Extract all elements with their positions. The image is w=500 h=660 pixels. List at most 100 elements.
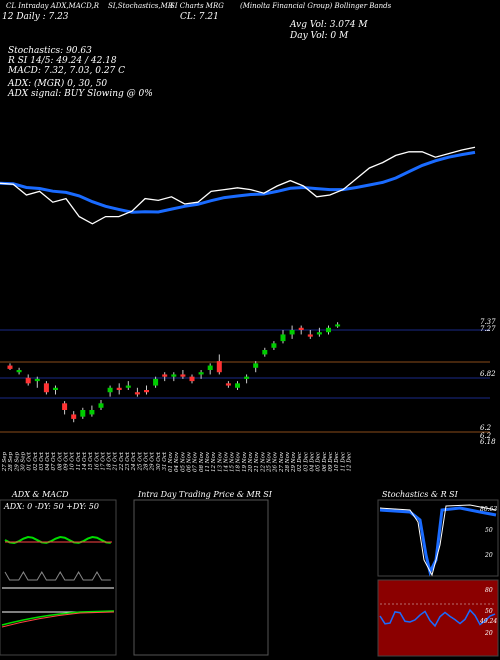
x-axis-tick-label: 04 Dec [310, 452, 316, 472]
x-axis-tick-label: 28 Nov [285, 451, 291, 473]
header-col1: CL Intraday ADX,MACD,R [6, 2, 99, 10]
x-axis-tick-label: 05 Dec [316, 452, 322, 472]
candle-body [198, 372, 204, 375]
x-axis-tick-label: 02 Oct [33, 451, 39, 470]
x-axis-tick-label: 24 Oct [131, 451, 137, 471]
rsi-line [379, 608, 496, 628]
x-axis-tick-label: 04 Oct [45, 451, 51, 470]
candle-body [262, 350, 268, 355]
candle-body [207, 365, 213, 370]
header-col3: SI Charts MRG [170, 2, 224, 10]
rsi-tick-20: 20 [485, 630, 493, 637]
candle-body [216, 361, 222, 373]
rsi-panel-frame [377, 579, 499, 657]
header-col4: (Minolta Financial Group) Bollinger Band… [240, 2, 392, 10]
x-axis-tick-label: 23 Oct [125, 451, 131, 471]
candle-body [116, 387, 122, 390]
candle-body [144, 390, 149, 393]
candle-body [53, 387, 58, 390]
rsi-lines [379, 603, 496, 628]
x-axis-tick-label: 03 Dec [303, 452, 309, 472]
intra-panel-title: Intra Day Trading Price & MR SI [138, 490, 272, 499]
candle-body [80, 410, 86, 417]
stoch-panel-title: Stochastics & R SI [382, 490, 458, 499]
x-axis-tick-label: 28 Oct [143, 451, 149, 471]
x-axis-labels: 27 Sep 28 Sep 29 Sep 30 Sep 01 Oct 02 Oct 03 O… [2, 451, 352, 473]
x-axis-tick-label: 25 Nov [266, 451, 272, 473]
adx-panel-title: ADX & MACD [12, 490, 69, 499]
indicator-adx: ADX: (MGR) 0, 30, 50 [8, 79, 108, 89]
price-label-2: 7.27 [480, 325, 496, 333]
x-axis-tick-label: 29 Oct [150, 451, 156, 471]
candle-body [235, 383, 240, 388]
header-vol-day: Day Vol: 0 M [290, 31, 349, 41]
candle-body [335, 324, 341, 327]
candle-body [289, 330, 295, 335]
price-label-6: 6.18 [480, 438, 496, 446]
candle-body [225, 383, 231, 386]
x-axis-tick-label: 04 Nov [174, 451, 180, 472]
adx-panel-values: ADX: 0 -DY: 50 +DY: 50 [4, 502, 99, 511]
price-label-5: 6.2 [480, 432, 492, 440]
x-axis-tick-label: 18 Oct [107, 451, 113, 470]
adx-plus-line [4, 536, 111, 544]
price-label-1: 7.37 [480, 318, 496, 326]
stoch-tick-20: 20 [485, 552, 493, 559]
stochastic-d-line [379, 504, 497, 577]
candle-body [189, 376, 195, 382]
rsi-tick-80: 80 [485, 587, 493, 594]
x-axis-tick-label: 12 Dec [346, 452, 352, 472]
x-axis-tick-label: 14 Oct [82, 451, 88, 470]
header-vol-avg: Avg Vol: 3.074 M [290, 20, 368, 30]
candle-body [25, 377, 31, 384]
x-axis-tick-label: 27 Nov [279, 451, 285, 473]
candle-body [98, 403, 104, 408]
x-axis-tick-label: 01 Oct [27, 451, 33, 470]
indicator-macd: MACD: 7.32, 7.03, 0.27 C [8, 66, 126, 76]
candle-body [89, 410, 95, 415]
x-axis-tick-label: 03 Oct [39, 451, 45, 470]
candle-body [180, 374, 186, 377]
x-axis-tick-label: 30 Oct [156, 451, 162, 470]
x-axis-tick-label: 27 Sep [2, 452, 8, 473]
intra-panel-frame [133, 499, 269, 656]
x-axis-tick-label: 20 Nov [248, 451, 254, 473]
x-axis-tick-label: 15 Nov [230, 451, 236, 472]
candle-body [171, 374, 177, 377]
candle-body [244, 376, 250, 379]
x-axis-tick-label: 06 Dec [322, 452, 328, 472]
x-axis-tick-label: 18 Nov [236, 451, 242, 472]
candle-body [271, 343, 277, 348]
x-axis-tick-label: 28 Sep [8, 452, 14, 473]
adx-panel-frame [0, 499, 117, 656]
candle-body [153, 378, 159, 386]
x-axis-tick-label: 06 Nov [187, 451, 193, 472]
stochastic-lines [379, 504, 497, 577]
x-axis-tick-label: 11 Oct [76, 451, 82, 470]
header-daily-close: CL: 7.21 [180, 12, 219, 22]
candle-body [326, 327, 331, 333]
stochastic-k-line [379, 506, 497, 577]
candle-body [16, 370, 22, 373]
candle-body [125, 385, 131, 388]
candle-body [316, 332, 322, 335]
stoch-tick-80: 80.63 [480, 506, 498, 513]
x-axis-tick-label: 08 Nov [199, 451, 205, 472]
moving-average-line [0, 150, 476, 214]
x-axis-tick-label: 31 Oct [162, 451, 168, 470]
x-axis-tick-label: 15 Oct [88, 451, 94, 470]
x-axis-tick-label: 14 Nov [223, 451, 229, 472]
header-date-label: 12 Daily : 7.23 [2, 12, 69, 22]
x-axis-tick-label: 10 Oct [70, 451, 76, 470]
x-axis-tick-label: 22 Nov [260, 451, 266, 473]
candle-body [280, 334, 286, 342]
candle-body [62, 403, 68, 410]
stoch-tick-50: 50 [485, 527, 493, 534]
header-col2: SI,Stochastics,MR [108, 2, 174, 10]
price-label-4: 6.2 [480, 424, 492, 432]
x-axis-tick-label: 05 Nov [180, 451, 186, 472]
x-axis-tick-label: 21 Nov [254, 451, 260, 473]
macd-line [1, 610, 115, 626]
rsi-tick-current: 49.24 [480, 618, 498, 625]
